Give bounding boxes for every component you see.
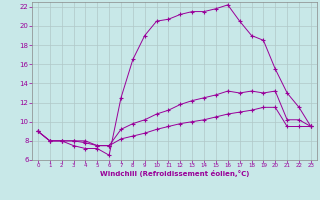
X-axis label: Windchill (Refroidissement éolien,°C): Windchill (Refroidissement éolien,°C): [100, 170, 249, 177]
